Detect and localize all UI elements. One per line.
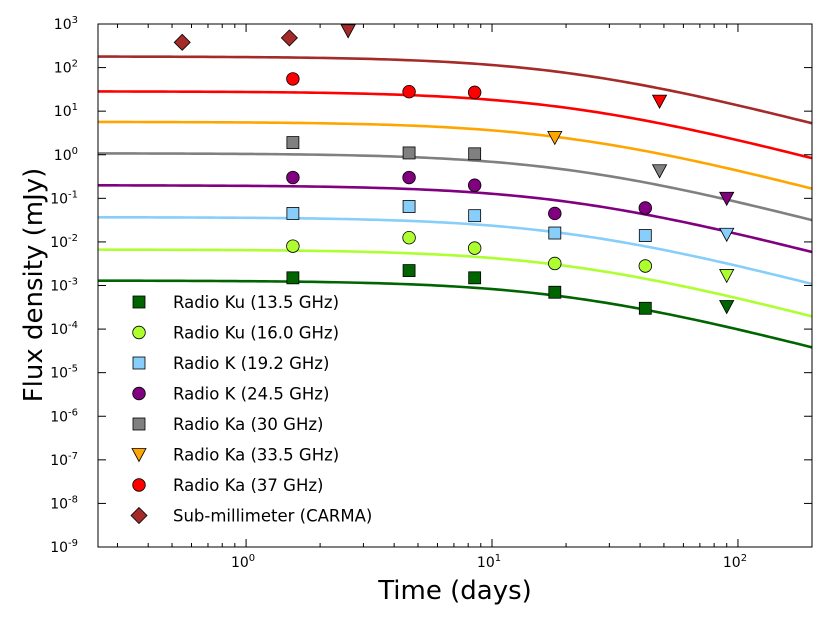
data-point-3-4 — [638, 201, 653, 215]
legend-label-2: Radio K (19.2 GHz) — [173, 354, 329, 373]
y-tick-label-6: 10-3 — [50, 277, 78, 295]
y-tick-label-11: 102 — [54, 59, 78, 77]
data-point-3-3 — [548, 206, 562, 221]
model-curve-2 — [98, 215, 813, 286]
legend-marker-3 — [132, 386, 146, 401]
model-curve-4 — [98, 152, 813, 222]
data-point-6-0 — [286, 72, 300, 86]
y-axis-title: Flux density (mJy) — [19, 168, 49, 403]
data-point-4-1 — [402, 146, 416, 160]
legend-marker-4 — [132, 417, 146, 431]
y-tick-label-1: 10-8 — [50, 494, 78, 512]
x-tick-label-0: 100 — [231, 553, 255, 571]
data-point-4-0 — [286, 136, 300, 150]
y-tick-label-5: 10-4 — [50, 320, 78, 338]
axis-ticks — [98, 23, 813, 548]
data-point-6-3 — [651, 94, 668, 109]
y-tick-label-9: 100 — [54, 146, 78, 164]
data-point-2-4 — [638, 229, 652, 242]
data-point-2-5 — [719, 227, 735, 243]
legend-marker-7 — [130, 506, 148, 525]
model-curve-6 — [98, 90, 813, 160]
data-point-1-0 — [286, 239, 300, 253]
model-curve-1 — [97, 248, 813, 318]
model-curve-5 — [97, 120, 813, 190]
legend-label-5: Radio Ka (33.5 GHz) — [173, 446, 339, 465]
model-curve-0 — [97, 279, 813, 349]
data-point-6-2 — [467, 85, 482, 100]
data-point-3-2 — [467, 178, 482, 192]
y-tick-label-8: 10-1 — [50, 189, 78, 207]
axis-tick-labels: 100 101 102 10-9 10-8 10-7 10-6 10-5 10-4 10-3 10-… — [50, 15, 747, 571]
y-tick-label-4: 10-5 — [50, 364, 78, 382]
y-tick-label-10: 101 — [54, 102, 78, 120]
data-point-0-1 — [402, 264, 416, 277]
data-point-1-4 — [638, 259, 653, 273]
data-point-1-5 — [719, 269, 735, 284]
model-curves — [97, 55, 813, 349]
data-point-3-0 — [286, 170, 300, 185]
data-point-7-0 — [173, 33, 191, 51]
legend-marker-0 — [132, 295, 146, 309]
legend-label-4: Radio Ka (30 GHz) — [173, 415, 323, 434]
data-point-7-2 — [340, 24, 356, 39]
legend-label-1: Radio Ku (16.0 GHz) — [173, 324, 339, 343]
model-curve-7 — [97, 55, 813, 125]
x-axis-title: Time (days) — [377, 576, 532, 606]
legend: Radio Ku (13.5 GHz) Radio Ku (16.0 GHz) Ra… — [130, 293, 372, 526]
y-tick-label-2: 10-7 — [50, 451, 78, 469]
x-tick-label-1: 101 — [477, 553, 501, 571]
data-point-0-4 — [638, 301, 652, 315]
data-point-3-5 — [719, 191, 735, 207]
data-point-0-0 — [286, 271, 300, 285]
data-point-0-2 — [468, 271, 482, 285]
y-tick-label-3: 10-6 — [50, 407, 78, 425]
legend-label-6: Radio Ka (37 GHz) — [173, 476, 323, 495]
data-point-2-2 — [468, 209, 482, 223]
data-point-4-3 — [651, 164, 668, 179]
legend-marker-2 — [132, 356, 146, 370]
legend-marker-6 — [132, 478, 146, 492]
data-point-7-1 — [280, 29, 298, 47]
y-tick-label-12: 103 — [54, 15, 78, 33]
data-point-5-0 — [547, 131, 563, 146]
data-point-2-3 — [548, 226, 562, 240]
data-point-2-1 — [402, 200, 416, 213]
legend-marker-5 — [131, 448, 147, 463]
data-point-2-0 — [286, 207, 300, 220]
data-point-0-3 — [548, 285, 562, 299]
data-point-3-1 — [402, 170, 416, 185]
y-tick-label-7: 10-2 — [50, 233, 78, 251]
data-point-1-2 — [467, 241, 482, 255]
model-curve-3 — [98, 184, 813, 254]
data-point-1-3 — [548, 256, 562, 271]
legend-label-3: Radio K (24.5 GHz) — [173, 385, 329, 404]
data-point-4-2 — [468, 147, 482, 161]
legend-label-7: Sub-millimeter (CARMA) — [173, 507, 372, 526]
legend-label-0: Radio Ku (13.5 GHz) — [173, 293, 339, 312]
data-point-6-1 — [402, 84, 416, 99]
data-point-1-1 — [402, 230, 416, 245]
y-tick-label-0: 10-9 — [50, 538, 78, 556]
data-points — [173, 24, 735, 315]
legend-marker-1 — [132, 325, 146, 340]
x-tick-label-2: 102 — [723, 553, 747, 571]
data-point-0-5 — [719, 300, 735, 315]
